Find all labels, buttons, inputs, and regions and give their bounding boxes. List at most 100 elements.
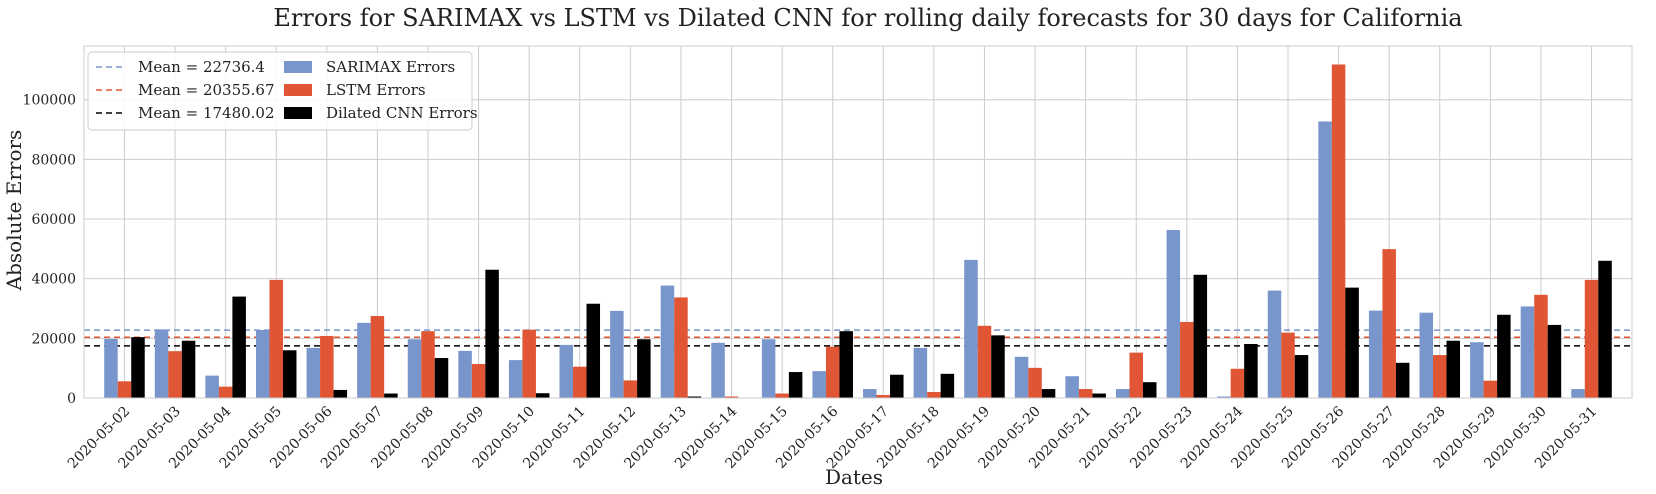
legend-mean-label: Mean = 17480.02 — [138, 104, 275, 122]
bar-sarimax-errors — [1217, 396, 1231, 398]
bar-dilated-cnn-errors — [1446, 340, 1461, 398]
legend-box — [87, 51, 473, 131]
bar-sarimax-errors — [660, 285, 675, 398]
bar-sarimax-errors — [1267, 290, 1282, 398]
bar-dilated-cnn-errors — [434, 358, 449, 398]
legend-mean-label: Mean = 20355.67 — [138, 81, 275, 99]
bar-lstm-errors — [168, 351, 182, 398]
legend-series-swatch — [284, 61, 312, 73]
bar-sarimax-errors — [1470, 342, 1484, 398]
y-tick-label: 100000 — [23, 93, 76, 109]
legend-series-swatch — [284, 84, 312, 96]
bar-lstm-errors — [573, 366, 587, 398]
bar-lstm-errors — [674, 297, 688, 398]
bar-sarimax-errors — [1318, 121, 1332, 398]
bar-dilated-cnn-errors — [131, 337, 145, 398]
bar-sarimax-errors — [1571, 389, 1585, 398]
bar-lstm-errors — [1281, 332, 1295, 398]
bar-sarimax-errors — [761, 339, 776, 398]
bar-dilated-cnn-errors — [1092, 393, 1106, 398]
bar-lstm-errors — [522, 329, 536, 398]
bar-dilated-cnn-errors — [535, 393, 550, 398]
y-axis-label: Absolute Errors — [2, 130, 26, 292]
bar-lstm-errors — [1129, 352, 1143, 398]
bar-dilated-cnn-errors — [788, 372, 803, 398]
bar-lstm-errors — [320, 335, 334, 398]
bar-dilated-cnn-errors — [1497, 314, 1511, 398]
bar-lstm-errors — [876, 395, 891, 398]
bar-dilated-cnn-errors — [1395, 362, 1410, 398]
bar-sarimax-errors — [610, 310, 624, 398]
bar-lstm-errors — [1230, 368, 1245, 398]
bar-dilated-cnn-errors — [1244, 344, 1258, 398]
legend-series-label: LSTM Errors — [326, 81, 426, 99]
bar-sarimax-errors — [508, 360, 523, 398]
bar-lstm-errors — [1078, 389, 1093, 398]
bar-sarimax-errors — [458, 350, 472, 398]
x-axis-ticks: 2020-05-022020-05-032020-05-042020-05-05… — [65, 403, 1600, 471]
bar-dilated-cnn-errors — [485, 269, 499, 398]
bar-dilated-cnn-errors — [839, 331, 853, 398]
bar-lstm-errors — [1028, 367, 1042, 398]
bar-dilated-cnn-errors — [384, 393, 398, 398]
legend: Mean = 22736.4 Mean = 20355.67 Mean = 1748… — [87, 51, 478, 131]
bar-dilated-cnn-errors — [282, 350, 297, 398]
bar-lstm-errors — [370, 315, 385, 398]
y-tick-label: 60000 — [31, 212, 76, 228]
bar-dilated-cnn-errors — [1041, 389, 1056, 398]
bar-sarimax-errors — [407, 339, 422, 398]
bar-dilated-cnn-errors — [991, 335, 1005, 398]
bar-dilated-cnn-errors — [1598, 260, 1612, 398]
bar-sarimax-errors — [964, 259, 978, 398]
bar-dilated-cnn-errors — [890, 374, 904, 398]
bar-lstm-errors — [471, 363, 486, 398]
bar-lstm-errors — [1180, 321, 1194, 398]
legend-series-swatch — [284, 107, 312, 119]
bar-sarimax-errors — [357, 322, 371, 398]
bar-lstm-errors — [1584, 279, 1599, 398]
bar-lstm-errors — [1433, 355, 1447, 398]
y-tick-label: 20000 — [31, 331, 76, 347]
bar-dilated-cnn-errors — [940, 373, 955, 398]
bar-sarimax-errors — [1166, 230, 1181, 398]
bar-sarimax-errors — [1115, 389, 1130, 398]
bar-dilated-cnn-errors — [333, 389, 348, 398]
bar-sarimax-errors — [711, 342, 725, 398]
y-axis-ticks: 0 20000 40000 60000 80000 100000 — [23, 93, 76, 407]
legend-series-label: SARIMAX Errors — [326, 58, 455, 76]
bar-sarimax-errors — [1014, 356, 1029, 398]
y-tick-label: 40000 — [31, 272, 76, 288]
bar-sarimax-errors — [104, 338, 118, 398]
bar-lstm-errors — [724, 396, 739, 398]
plot-frame — [83, 45, 1633, 399]
bar-sarimax-errors — [205, 375, 219, 398]
bar-sarimax-errors — [863, 389, 877, 398]
x-axis-label: Dates — [825, 465, 883, 489]
bar-dilated-cnn-errors — [1193, 274, 1208, 398]
bar-dilated-cnn-errors — [1345, 287, 1359, 398]
bar-lstm-errors — [421, 331, 435, 398]
mean-lines — [84, 329, 1632, 347]
bar-sarimax-errors — [1520, 306, 1535, 398]
bar-sarimax-errors — [154, 329, 169, 398]
bar-sarimax-errors — [1065, 376, 1079, 398]
bar-lstm-errors — [269, 279, 283, 398]
bar-sarimax-errors — [306, 347, 321, 398]
bar-lstm-errors — [623, 380, 638, 398]
bars — [104, 64, 1612, 398]
bar-sarimax-errors — [559, 344, 574, 398]
y-tick-label: 80000 — [31, 152, 76, 168]
bar-lstm-errors — [927, 392, 941, 398]
bar-lstm-errors — [1331, 64, 1346, 398]
bar-lstm-errors — [1382, 249, 1396, 398]
bar-lstm-errors — [775, 393, 789, 398]
y-tick-label: 0 — [67, 391, 76, 407]
bar-dilated-cnn-errors — [1294, 355, 1309, 398]
bar-dilated-cnn-errors — [687, 396, 702, 398]
bar-lstm-errors — [1534, 294, 1548, 398]
bar-sarimax-errors — [255, 329, 270, 398]
bar-dilated-cnn-errors — [232, 296, 246, 398]
bar-lstm-errors — [117, 381, 132, 398]
bar-lstm-errors — [1483, 380, 1498, 398]
bar-lstm-errors — [218, 386, 233, 398]
